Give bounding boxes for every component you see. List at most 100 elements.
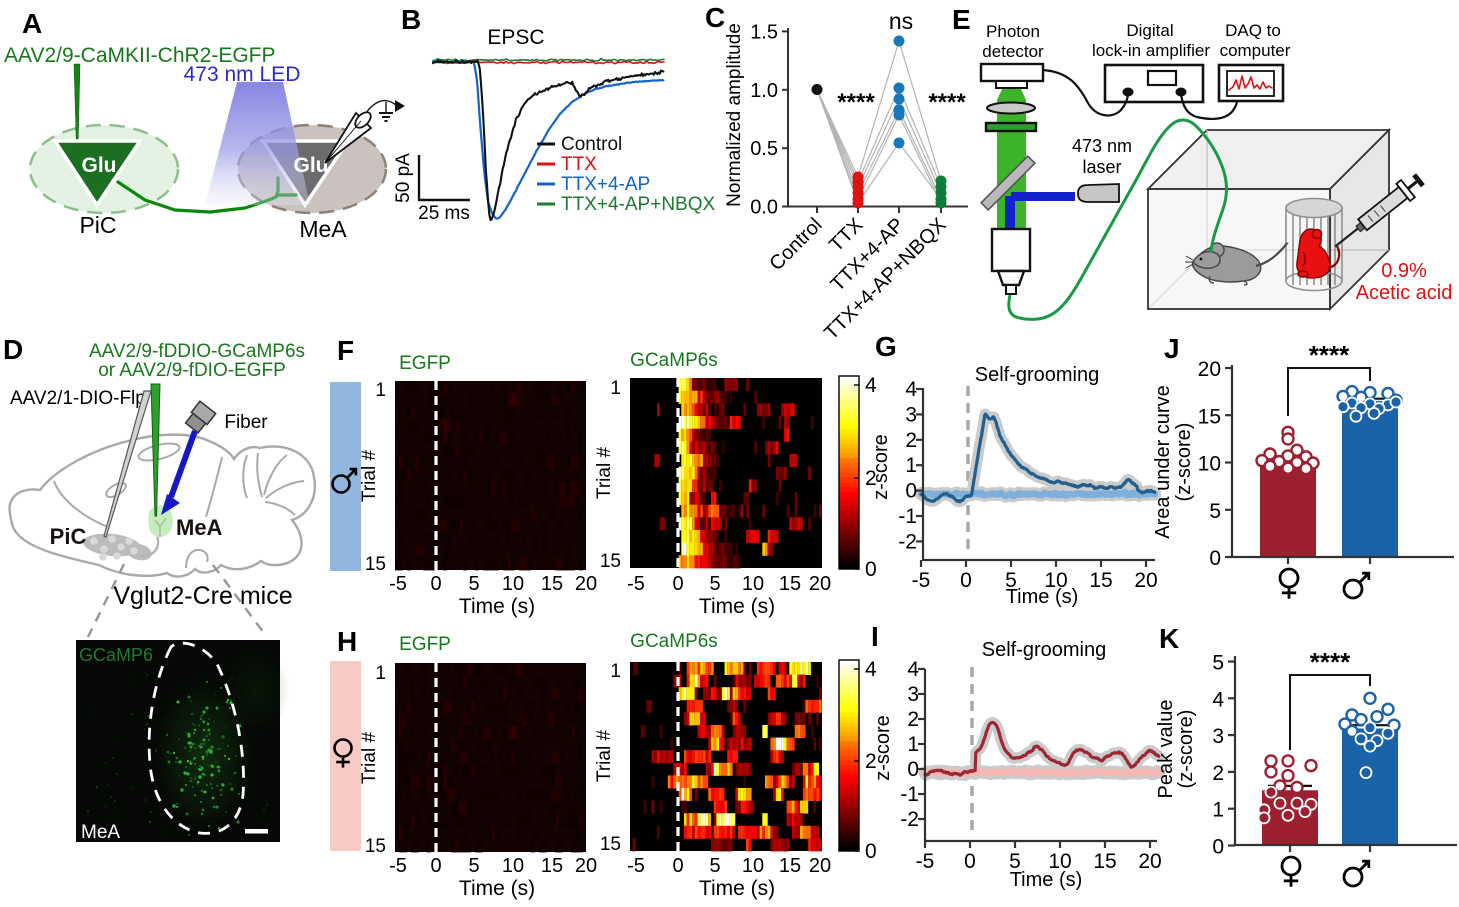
svg-text:-2: -2 [900, 808, 919, 831]
svg-text:Glu: Glu [82, 154, 117, 177]
svg-text:5: 5 [1009, 850, 1021, 873]
svg-text:-5: -5 [916, 850, 935, 873]
svg-text:Time (s): Time (s) [1010, 869, 1083, 891]
svg-text:15: 15 [365, 554, 386, 575]
svg-text:10: 10 [742, 855, 764, 877]
svg-text:4: 4 [907, 658, 919, 681]
svg-text:Control: Control [561, 134, 622, 155]
svg-text:1: 1 [905, 454, 917, 477]
svg-text:H: H [337, 626, 357, 657]
svg-text:B: B [401, 4, 421, 35]
svg-text:AAV2/9-fDDIO-GCaMP6s: AAV2/9-fDDIO-GCaMP6s [89, 341, 305, 362]
svg-text:A: A [22, 8, 42, 39]
svg-text:0: 0 [964, 850, 976, 873]
svg-text:Glu: Glu [294, 154, 329, 177]
svg-text:Trial #: Trial # [594, 447, 615, 500]
svg-text:lock-in amplifier: lock-in amplifier [1092, 41, 1210, 60]
svg-text:5: 5 [1005, 569, 1017, 592]
svg-text:GCaMP6s: GCaMP6s [630, 350, 718, 371]
svg-text:Area under curve: Area under curve [1152, 385, 1174, 538]
svg-text:20: 20 [809, 855, 831, 877]
svg-text:20: 20 [1198, 358, 1221, 381]
svg-text:0: 0 [865, 558, 877, 581]
svg-text:15: 15 [1089, 569, 1112, 592]
svg-text:0: 0 [430, 573, 441, 595]
svg-text:4: 4 [865, 658, 877, 681]
svg-text:0.9%: 0.9% [1381, 260, 1427, 282]
svg-text:20: 20 [575, 855, 597, 877]
svg-text:-2: -2 [898, 530, 917, 553]
svg-text:20: 20 [809, 573, 831, 595]
svg-text:Trial #: Trial # [359, 450, 380, 503]
svg-text:-1: -1 [900, 783, 919, 806]
svg-text:K: K [1159, 623, 1179, 654]
svg-text:****: **** [1310, 647, 1351, 677]
svg-text:2: 2 [865, 750, 877, 773]
svg-text:2: 2 [905, 429, 917, 452]
svg-text:Vglut2-Cre mice: Vglut2-Cre mice [113, 582, 292, 610]
svg-text:15: 15 [779, 855, 801, 877]
svg-text:0: 0 [907, 758, 919, 781]
svg-text:15: 15 [600, 834, 621, 855]
svg-text:-5: -5 [627, 855, 645, 877]
svg-text:Photon: Photon [986, 22, 1040, 41]
svg-text:TTX: TTX [561, 154, 597, 175]
svg-text:20: 20 [1138, 850, 1161, 873]
svg-text:GCaMP6s: GCaMP6s [630, 631, 718, 652]
svg-text:(z-score): (z-score) [1173, 423, 1195, 502]
svg-text:15: 15 [541, 573, 563, 595]
svg-text:TTX+4-AP: TTX+4-AP [561, 174, 650, 195]
svg-text:-5: -5 [912, 569, 931, 592]
svg-text:-1: -1 [898, 505, 917, 528]
svg-text:10: 10 [1198, 453, 1221, 476]
svg-text:PiC: PiC [50, 524, 87, 549]
svg-text:5: 5 [1212, 652, 1224, 675]
svg-text:50 pA: 50 pA [393, 153, 414, 203]
svg-text:ns: ns [889, 8, 913, 34]
svg-text:Time (s): Time (s) [699, 595, 775, 618]
svg-text:1: 1 [610, 661, 621, 682]
svg-text:5: 5 [709, 855, 720, 877]
svg-text:10: 10 [742, 573, 764, 595]
svg-text:-5: -5 [389, 855, 407, 877]
svg-text:0: 0 [905, 480, 917, 503]
svg-text:computer: computer [1220, 41, 1291, 60]
svg-text:10: 10 [502, 855, 524, 877]
svg-text:1.5: 1.5 [750, 21, 778, 43]
svg-text:0: 0 [960, 569, 972, 592]
svg-text:z-score: z-score [870, 434, 892, 500]
svg-text:GCaMP6: GCaMP6 [79, 645, 153, 665]
svg-text:4: 4 [1212, 688, 1224, 711]
svg-text:1: 1 [907, 733, 919, 756]
svg-text:1: 1 [610, 378, 621, 399]
svg-text:Trial #: Trial # [359, 732, 380, 785]
svg-text:EPSC: EPSC [487, 26, 544, 49]
svg-text:TTX+4-AP+NBQX: TTX+4-AP+NBQX [561, 194, 715, 215]
svg-text:DAQ to: DAQ to [1225, 21, 1281, 40]
svg-text:5: 5 [468, 573, 479, 595]
svg-text:20: 20 [575, 573, 597, 595]
svg-text:25 ms: 25 ms [418, 203, 470, 224]
svg-text:-5: -5 [389, 573, 407, 595]
svg-text:15: 15 [365, 836, 386, 857]
svg-text:G: G [875, 331, 897, 362]
svg-text:0.5: 0.5 [750, 138, 778, 160]
svg-text:Time (s): Time (s) [1006, 586, 1079, 608]
svg-text:15: 15 [1093, 850, 1116, 873]
svg-text:5: 5 [1209, 500, 1221, 523]
svg-text:Normalized amplitude: Normalized amplitude [724, 23, 745, 207]
svg-text:laser: laser [1082, 157, 1121, 177]
svg-text:Self-grooming: Self-grooming [975, 364, 1100, 386]
svg-text:15: 15 [541, 855, 563, 877]
svg-text:AAV2/1-DIO-Flp: AAV2/1-DIO-Flp [10, 388, 146, 409]
svg-text:15: 15 [1198, 405, 1221, 428]
svg-text:0: 0 [672, 573, 683, 595]
svg-text:****: **** [1309, 340, 1350, 370]
svg-text:2: 2 [865, 467, 877, 490]
svg-text:EGFP: EGFP [399, 353, 451, 374]
svg-text:Time (s): Time (s) [459, 595, 535, 618]
svg-text:3: 3 [907, 683, 919, 706]
svg-text:F: F [337, 335, 354, 366]
svg-text:10: 10 [1044, 569, 1067, 592]
svg-text:Peak value: Peak value [1155, 700, 1177, 799]
